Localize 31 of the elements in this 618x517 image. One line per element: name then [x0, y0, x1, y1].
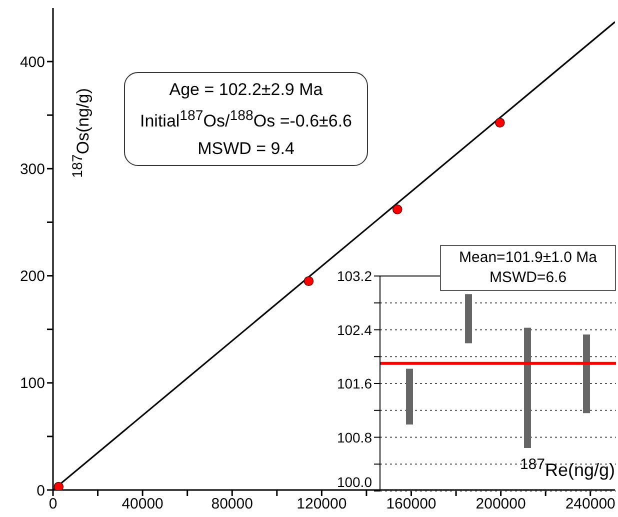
y-tick-label: 100.8 [336, 429, 372, 446]
x-tick-label: 120000 [296, 496, 347, 513]
y-tick-label: 200 [20, 268, 45, 286]
y-tick-label: 102.4 [336, 322, 372, 338]
y-tick-label: 100 [20, 375, 45, 392]
annotation: Initial$^{187}$Os/$^{188}$Os =-0.6±6.6 [138, 107, 354, 133]
bar [406, 368, 413, 424]
x-tick-label: 40000 [122, 496, 164, 513]
bar [524, 328, 531, 448]
y-tick-label: 400 [20, 54, 45, 71]
point [54, 482, 64, 490]
bar [465, 294, 472, 344]
x-tick-label: 240000 [565, 496, 616, 513]
bar [583, 334, 590, 414]
y-tick-label: 0 [36, 482, 45, 500]
point [392, 204, 402, 214]
y-tick-label: 100.0 [336, 474, 372, 490]
point [304, 276, 314, 286]
annotation: Mean=101.9±1.0 Ma [458, 248, 598, 268]
y-tick-label: 300 [20, 160, 45, 178]
x-tick-label: 200000 [476, 496, 526, 513]
y-tick-label: 101.6 [336, 376, 372, 392]
annotation: MSWD=6.6 [488, 268, 568, 288]
point [495, 118, 505, 128]
x-tick-label: 80000 [211, 496, 253, 513]
y-tick-label: 103.2 [336, 268, 372, 284]
x-tick-label: 0 [48, 496, 58, 513]
x-axis-title: $^{187}$Re(ng/g) [520, 456, 615, 481]
annotation: MSWD = 9.4 [196, 138, 296, 160]
annotation: Age = 102.2±2.9 Ma [168, 79, 324, 102]
x-tick-label: 160000 [386, 496, 436, 513]
